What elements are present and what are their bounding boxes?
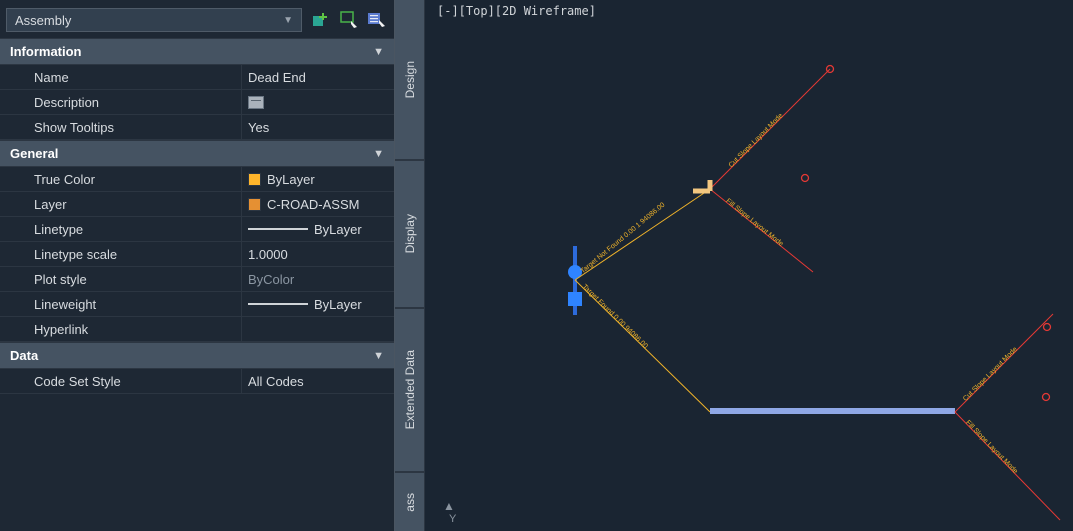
label-name: Name bbox=[0, 65, 242, 89]
tab-label: Extended Data bbox=[403, 342, 417, 437]
color-swatch-icon bbox=[248, 198, 261, 211]
ucs-y-arrow-icon: ▲ bbox=[443, 499, 455, 513]
row-true-color: True Color ByLayer bbox=[0, 167, 394, 192]
linetype-sample-icon bbox=[248, 228, 308, 230]
dropdown-value: Assembly bbox=[15, 13, 71, 28]
svg-text:Cut Slope Layout Mode: Cut Slope Layout Mode bbox=[962, 346, 1019, 403]
value-lineweight[interactable]: ByLayer bbox=[242, 292, 394, 316]
tab-label: Display bbox=[403, 206, 417, 261]
color-swatch-icon bbox=[248, 173, 261, 186]
tab-design[interactable]: Design bbox=[395, 0, 425, 160]
svg-text:Target Found 0.00 94086.00: Target Found 0.00 94086.00 bbox=[581, 283, 649, 350]
chevron-down-icon: ▼ bbox=[373, 350, 384, 362]
label-true-color: True Color bbox=[0, 167, 242, 191]
svg-text:Target Not Found 0.00 1 940: Target Not Found 0.00 1 94086.00 bbox=[580, 202, 667, 276]
label-lineweight: Lineweight bbox=[0, 292, 242, 316]
value-show-tooltips[interactable]: Yes bbox=[242, 115, 394, 139]
row-description: Description bbox=[0, 90, 394, 115]
tab-class[interactable]: ass bbox=[395, 472, 425, 531]
object-type-dropdown[interactable]: Assembly ▼ bbox=[6, 8, 302, 32]
model-viewport[interactable]: [-][Top][2D Wireframe] Target Not Found … bbox=[425, 0, 1073, 531]
label-show-tooltips: Show Tooltips bbox=[0, 115, 242, 139]
label-description: Description bbox=[0, 90, 242, 114]
panel-topbar: Assembly ▼ bbox=[0, 0, 394, 38]
row-name: Name Dead End bbox=[0, 65, 394, 90]
svg-text:Cut Slope Layout Mode: Cut Slope Layout Mode bbox=[728, 112, 785, 169]
quick-select-icon[interactable] bbox=[338, 9, 360, 31]
value-code-set-style[interactable]: All Codes bbox=[242, 369, 394, 393]
toggle-pickadd-icon[interactable] bbox=[366, 9, 388, 31]
value-layer[interactable]: C-ROAD-ASSM bbox=[242, 192, 394, 216]
label-code-set-style: Code Set Style bbox=[0, 369, 242, 393]
chevron-down-icon: ▼ bbox=[373, 46, 384, 58]
textbox-icon bbox=[248, 96, 264, 109]
vertical-tab-strip: Design Display Extended Data ass bbox=[395, 0, 425, 531]
row-code-set-style: Code Set Style All Codes bbox=[0, 369, 394, 394]
tab-label: Design bbox=[403, 53, 417, 106]
label-linetype: Linetype bbox=[0, 217, 242, 241]
row-linetype-scale: Linetype scale 1.0000 bbox=[0, 242, 394, 267]
value-name[interactable]: Dead End bbox=[242, 65, 394, 89]
row-layer: Layer C-ROAD-ASSM bbox=[0, 192, 394, 217]
section-general: General ▼ True Color ByLayer Layer C-ROA… bbox=[0, 140, 394, 342]
section-information: Information ▼ Name Dead End Description … bbox=[0, 38, 394, 140]
row-show-tooltips: Show Tooltips Yes bbox=[0, 115, 394, 140]
row-plot-style: Plot style ByColor bbox=[0, 267, 394, 292]
label-plot-style: Plot style bbox=[0, 267, 242, 291]
label-hyperlink: Hyperlink bbox=[0, 317, 242, 341]
label-layer: Layer bbox=[0, 192, 242, 216]
section-header-general[interactable]: General ▼ bbox=[0, 141, 394, 167]
section-title: Data bbox=[10, 348, 38, 363]
properties-panel: Assembly ▼ Information ▼ Name Dead End D… bbox=[0, 0, 395, 531]
value-linetype-scale[interactable]: 1.0000 bbox=[242, 242, 394, 266]
section-header-information[interactable]: Information ▼ bbox=[0, 39, 394, 65]
row-hyperlink: Hyperlink bbox=[0, 317, 394, 342]
row-lineweight: Lineweight ByLayer bbox=[0, 292, 394, 317]
cad-drawing: Target Not Found 0.00 1 94086.00 Cut Slo… bbox=[425, 0, 1073, 531]
value-plot-style: ByColor bbox=[242, 267, 394, 291]
value-hyperlink[interactable] bbox=[242, 317, 394, 341]
tab-extended-data[interactable]: Extended Data bbox=[395, 308, 425, 472]
toolbar-icons bbox=[310, 9, 388, 31]
chevron-down-icon: ▼ bbox=[283, 15, 293, 26]
row-linetype: Linetype ByLayer bbox=[0, 217, 394, 242]
tab-label: ass bbox=[403, 485, 417, 520]
svg-text:Fill Slope Layout Mode: Fill Slope Layout Mode bbox=[724, 198, 784, 248]
value-description[interactable] bbox=[242, 90, 394, 114]
chevron-down-icon: ▼ bbox=[373, 148, 384, 160]
section-title: Information bbox=[10, 44, 82, 59]
lineweight-sample-icon bbox=[248, 303, 308, 305]
section-data: Data ▼ Code Set Style All Codes bbox=[0, 342, 394, 394]
value-true-color[interactable]: ByLayer bbox=[242, 167, 394, 191]
add-selection-icon[interactable] bbox=[310, 9, 332, 31]
tab-display[interactable]: Display bbox=[395, 160, 425, 308]
value-linetype[interactable]: ByLayer bbox=[242, 217, 394, 241]
ucs-y-label: Y bbox=[449, 513, 456, 525]
svg-text:Fill Slope Layout Mode: Fill Slope Layout Mode bbox=[964, 419, 1019, 475]
section-title: General bbox=[10, 146, 58, 161]
label-linetype-scale: Linetype scale bbox=[0, 242, 242, 266]
section-header-data[interactable]: Data ▼ bbox=[0, 343, 394, 369]
